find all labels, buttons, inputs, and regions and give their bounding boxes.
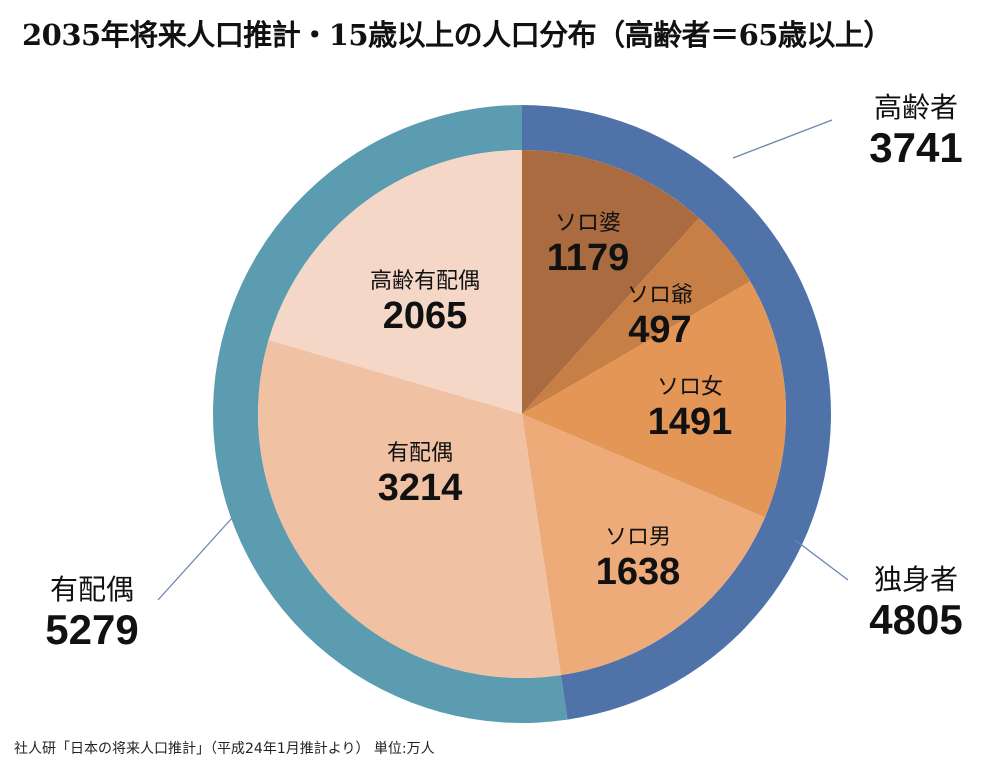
- label-solo-baa: ソロ婆 1179: [546, 211, 630, 279]
- pie-slice-5: [268, 150, 522, 414]
- outer-ring-segment-0: [522, 105, 831, 720]
- pie-slice-3: [522, 414, 765, 676]
- chart-title: 2035年将来人口推計・15歳以上の人口分布（高齢者＝65歳以上）: [22, 18, 892, 52]
- label-koreisha: 高齢者 3741: [869, 91, 963, 171]
- label-outer-yuhaigu: 有配偶 5279: [45, 573, 139, 653]
- label-solo-jii: ソロ爺 497: [626, 283, 694, 351]
- pie-slice-4: [257, 339, 561, 678]
- label-yuhaigu: 有配偶 3214: [377, 441, 463, 509]
- outer-ring-segment-1: [212, 105, 568, 723]
- label-dokushinsha: 独身者 4805: [869, 563, 963, 643]
- leader-line-koreisha: [732, 119, 833, 159]
- pie-slice-2: [522, 281, 786, 518]
- footnote: 社人研「日本の将来人口推計」（平成24年1月推計より） 単位:万人: [14, 741, 435, 757]
- pie-slice-0: [522, 150, 699, 414]
- leader-line-yuhaigu: [157, 517, 233, 601]
- leader-line-dokushinsha: [794, 539, 849, 581]
- label-solo-onna: ソロ女 1491: [647, 375, 733, 443]
- pie-slice-1: [522, 218, 751, 414]
- label-solo-otoko: ソロ男 1638: [595, 525, 681, 593]
- label-koreiyuhaigu: 高齢有配偶 2065: [369, 269, 481, 337]
